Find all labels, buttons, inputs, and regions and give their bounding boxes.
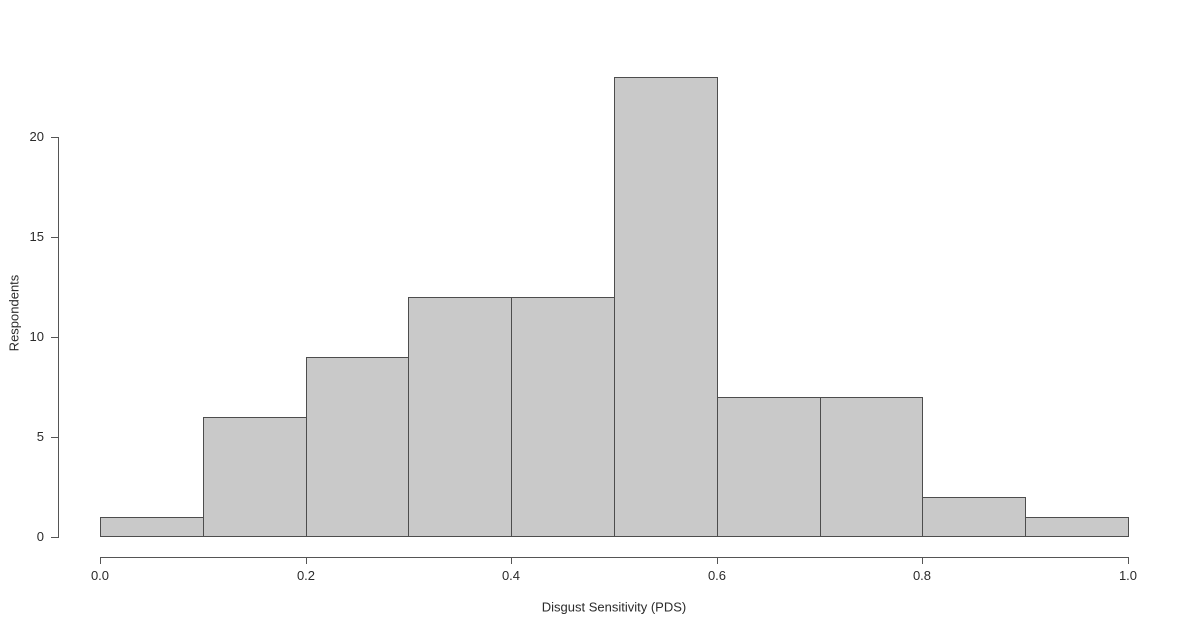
x-tick-label: 0.2 bbox=[296, 568, 316, 583]
histogram-bar bbox=[306, 357, 409, 537]
y-tick-label: 20 bbox=[29, 129, 44, 144]
histogram-bar bbox=[820, 397, 923, 537]
x-axis-title: Disgust Sensitivity (PDS) bbox=[541, 599, 687, 615]
y-axis-title: Respondents bbox=[6, 274, 22, 352]
x-tick-label: 0.6 bbox=[707, 568, 727, 583]
x-tick-mark bbox=[100, 557, 101, 564]
y-tick-mark bbox=[51, 237, 58, 238]
y-tick-mark bbox=[51, 337, 58, 338]
histogram-bar bbox=[511, 297, 615, 537]
y-axis-line bbox=[58, 137, 59, 538]
x-axis-line bbox=[100, 557, 1129, 558]
x-tick-label: 0.4 bbox=[501, 568, 521, 583]
y-tick-label: 5 bbox=[36, 429, 44, 444]
histogram-bar bbox=[1025, 517, 1129, 537]
histogram-bar bbox=[408, 297, 512, 537]
y-tick-mark bbox=[51, 437, 58, 438]
histogram-bar bbox=[203, 417, 307, 537]
y-tick-label: 10 bbox=[29, 329, 44, 344]
x-tick-label: 0.0 bbox=[90, 568, 110, 583]
histogram-bar bbox=[717, 397, 821, 537]
y-tick-label: 0 bbox=[36, 529, 44, 544]
y-tick-label: 15 bbox=[29, 229, 44, 244]
x-tick-label: 0.8 bbox=[912, 568, 932, 583]
histogram-bar bbox=[614, 77, 718, 537]
histogram-bar bbox=[100, 517, 204, 537]
x-tick-mark bbox=[717, 557, 718, 564]
x-tick-label: 1.0 bbox=[1118, 568, 1138, 583]
x-tick-mark bbox=[922, 557, 923, 564]
y-tick-mark bbox=[51, 137, 58, 138]
y-tick-mark bbox=[51, 537, 58, 538]
x-tick-mark bbox=[1128, 557, 1129, 564]
histogram-bar bbox=[922, 497, 1026, 537]
x-tick-mark bbox=[511, 557, 512, 564]
x-tick-mark bbox=[306, 557, 307, 564]
